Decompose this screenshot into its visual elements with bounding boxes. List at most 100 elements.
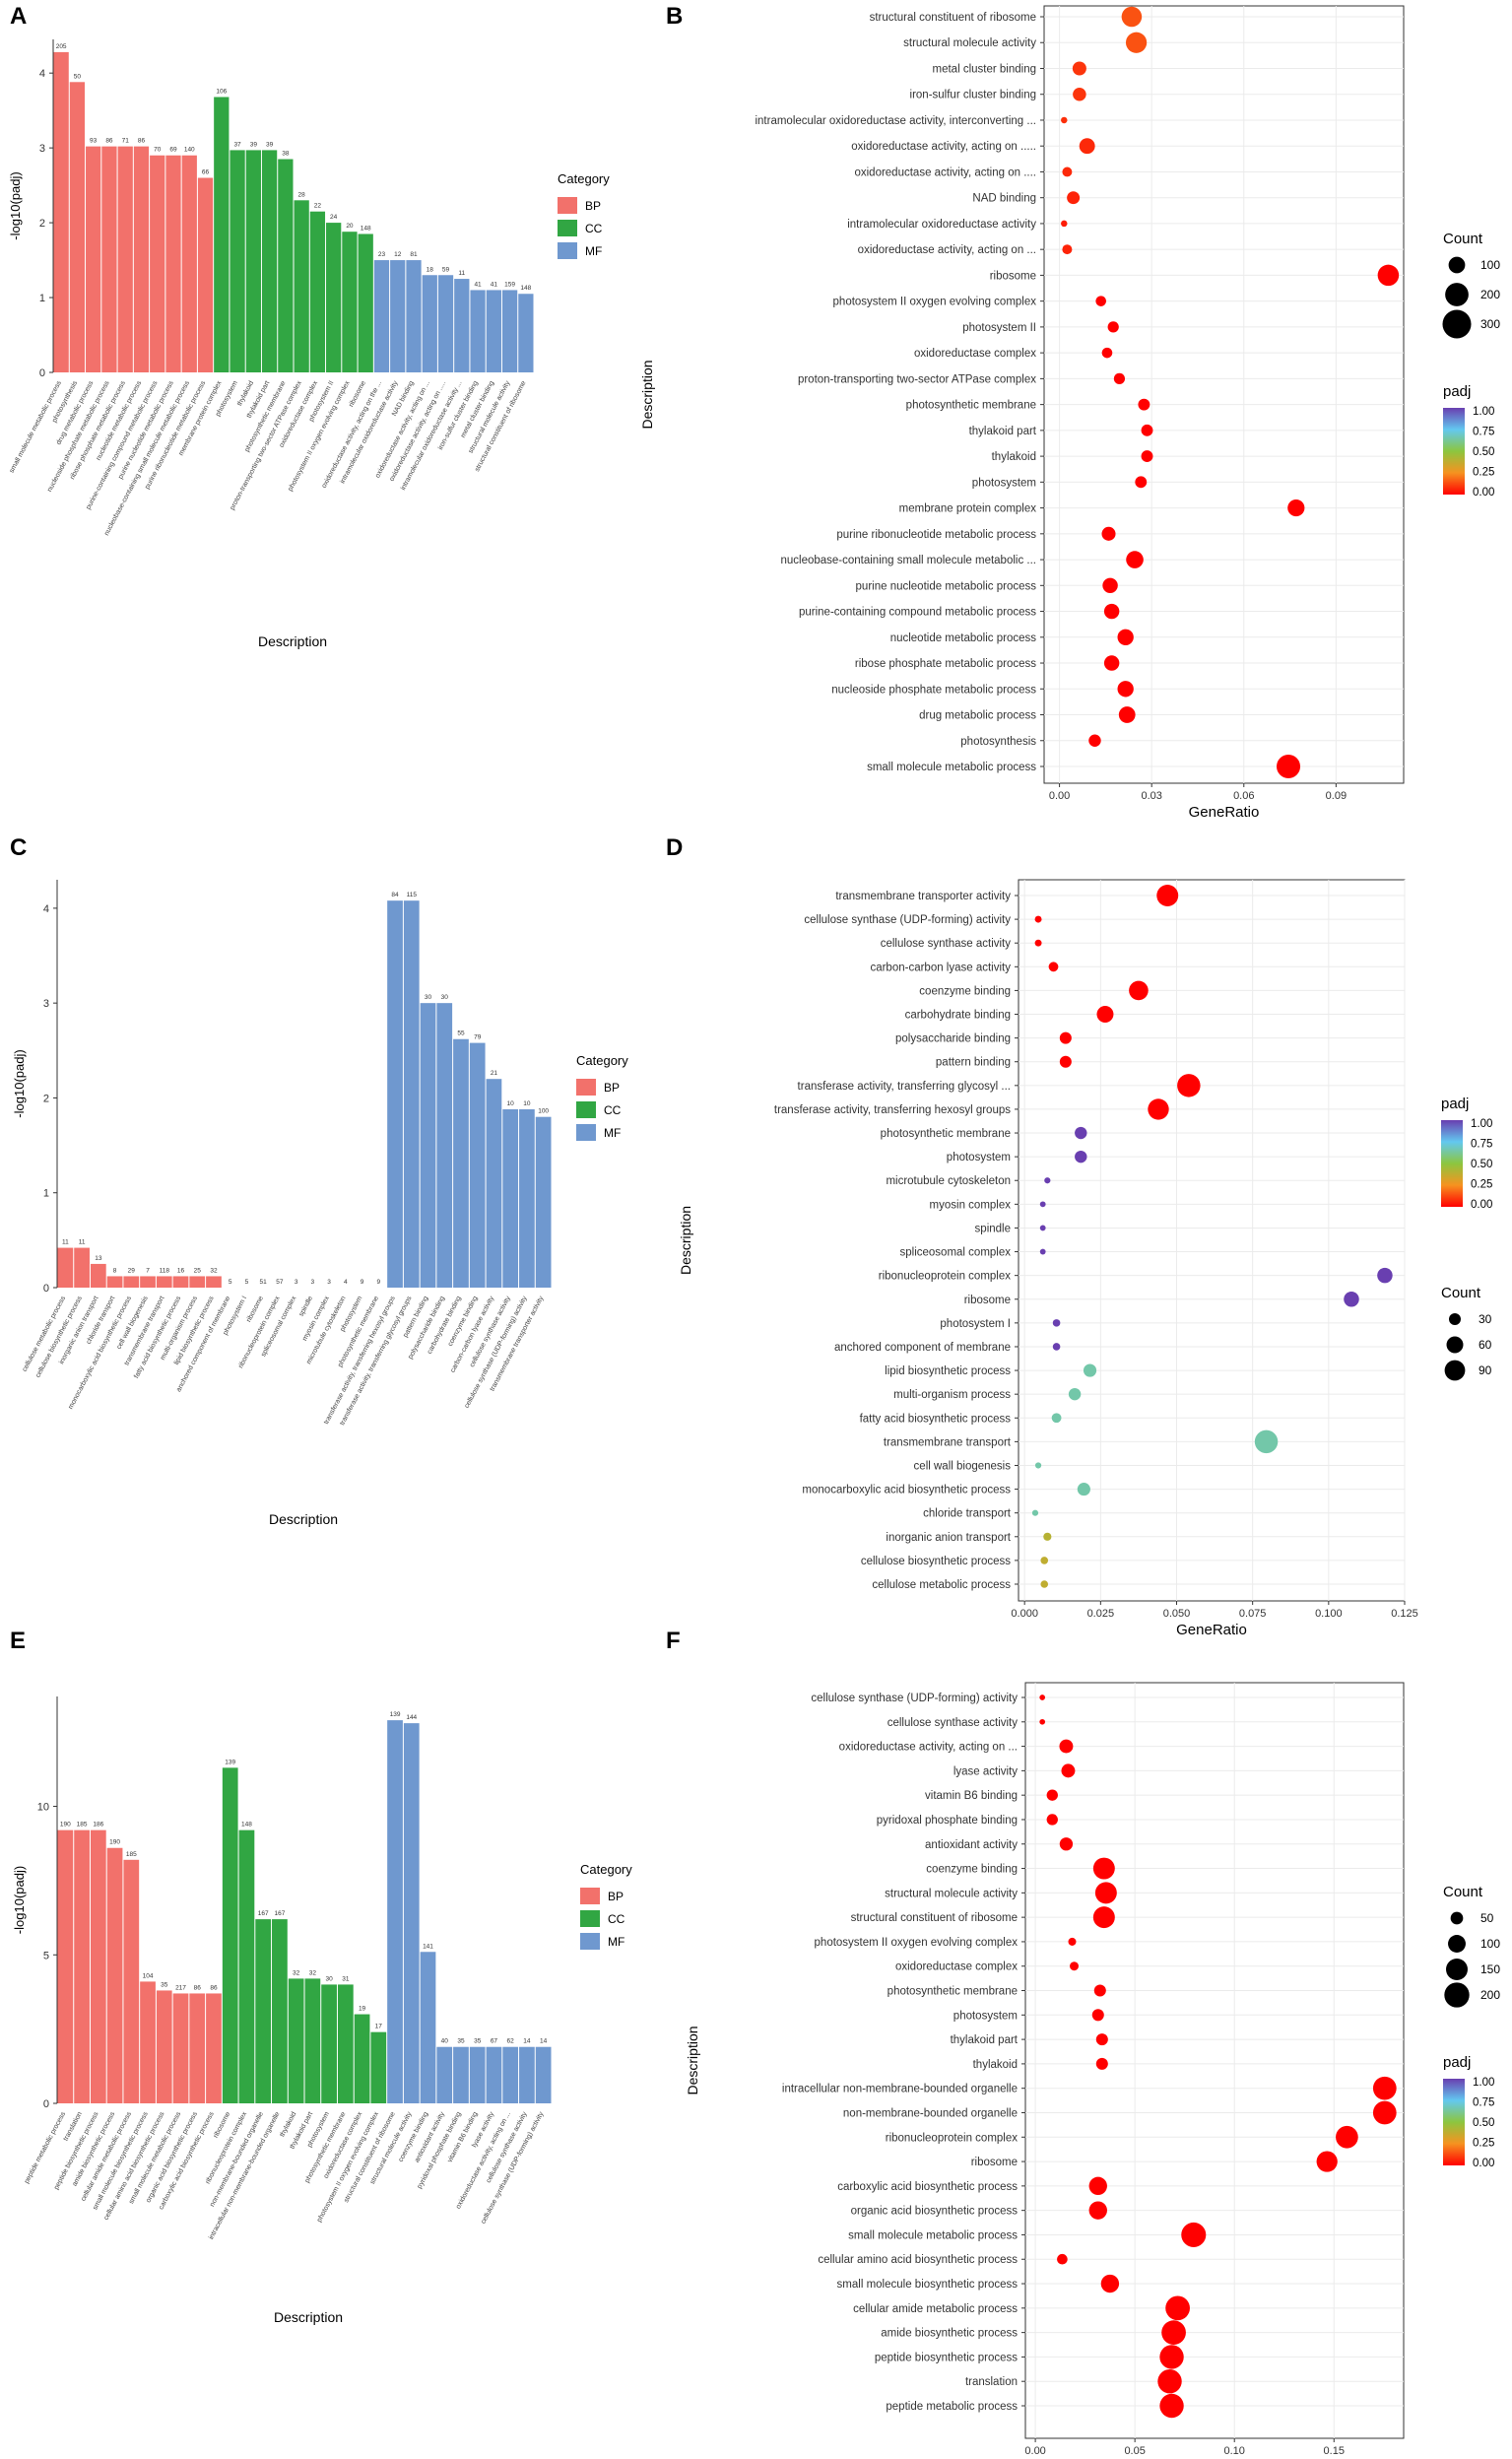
panel-b-dot — [1079, 138, 1095, 155]
panel-a-legend-title: Category — [558, 171, 610, 186]
panel-b-term-label: thylakoid — [992, 451, 1036, 463]
panel-f-dot — [1059, 1739, 1074, 1754]
panel-f-term-label: coenzyme binding — [926, 1864, 1018, 1876]
panel-b-count-legend-label: 100 — [1480, 258, 1500, 272]
panel-c-bar-value-label: 25 — [194, 1267, 202, 1274]
panel-c-bar — [436, 1003, 453, 1288]
panel-e-bar-value-label: 19 — [359, 2006, 366, 2013]
panel-e-bar — [156, 1990, 172, 2103]
panel-b-term-label: photosynthetic membrane — [906, 400, 1036, 412]
panel-e-bar-value-label: 32 — [293, 1969, 300, 1976]
panel-f-dot — [1181, 2222, 1207, 2247]
panel-d-x-tick-label: 0.125 — [1391, 1608, 1418, 1620]
panel-e-bar-value-label: 167 — [274, 1910, 285, 1917]
panel-e-bar — [140, 1981, 156, 2103]
panel-f-count-legend-label: 200 — [1480, 1988, 1500, 2002]
panel-f-count-legend-dot — [1448, 1935, 1466, 1953]
panel-c-bar-value-label: 21 — [491, 1070, 498, 1077]
panel-d-term-label: cellulose metabolic process — [872, 1579, 1011, 1591]
panel-e-bar-value-label: 62 — [507, 2038, 515, 2045]
panel-c-bar — [420, 1003, 436, 1288]
panel-d-dot — [1040, 1580, 1049, 1588]
panel-f-dot — [1068, 1937, 1077, 1946]
panel-f-count-legend-label: 50 — [1480, 1911, 1494, 1925]
panel-f-term-label: thylakoid part — [951, 2034, 1019, 2046]
panel-f-term-label: oxidoreductase activity, acting on ... — [839, 1742, 1018, 1754]
panel-b-dot — [1377, 264, 1400, 287]
panel-a-bar — [53, 51, 69, 373]
panel-c-legend-label-bp: BP — [604, 1081, 620, 1095]
panel-b-term-label: ribosome — [990, 270, 1036, 282]
panel-e-bar-value-label: 217 — [175, 1984, 186, 1991]
panel-e-bar — [255, 1919, 272, 2103]
panel-a-bar — [133, 146, 150, 372]
panel-b-term-label: purine nucleotide metabolic process — [856, 580, 1037, 592]
panel-a-bar-value-label: 20 — [346, 223, 354, 230]
panel-c-bar-value-label: 10 — [507, 1100, 515, 1107]
panel-d-term-label: inorganic anion transport — [886, 1532, 1011, 1544]
panel-d-x-tick-label: 0.025 — [1087, 1608, 1115, 1620]
panel-b-term-label: oxidoreductase activity, acting on ... — [858, 244, 1036, 256]
panel-f-dot — [1092, 1906, 1115, 1929]
panel-f-padj-legend-label: 0.75 — [1473, 2097, 1494, 2109]
panel-a-y-axis-title: -log10(padj) — [8, 171, 23, 239]
panel-c-bar-value-label: 3 — [295, 1279, 298, 1286]
panel-d-dot — [1059, 1055, 1072, 1068]
panel-a-bar-value-label: 70 — [154, 147, 162, 154]
panel-d-padj-legend-label: 0.25 — [1471, 1179, 1492, 1191]
panel-c-bar-value-label: 11 — [79, 1239, 86, 1246]
panel-a-bar-value-label: 41 — [474, 281, 482, 288]
panel-b-dot — [1073, 87, 1086, 101]
panel-f-dot — [1088, 2176, 1107, 2196]
panel-b-padj-legend-label: 0.25 — [1473, 467, 1494, 479]
panel-b-dot — [1101, 526, 1116, 541]
panel-d-count-legend-dot — [1449, 1313, 1461, 1325]
panel-e-bar — [453, 2046, 469, 2103]
panel-a-bar — [278, 159, 294, 372]
panel-f-term-label: small molecule biosynthetic process — [837, 2279, 1019, 2291]
panel-c-bar-value-label: 30 — [441, 994, 449, 1001]
panel-a-bar — [165, 155, 181, 372]
panel-f-term-label: structural molecule activity — [885, 1888, 1018, 1899]
panel-a-bar-value-label: 148 — [361, 225, 371, 232]
panel-a-bar — [150, 155, 165, 372]
panel-d-dot — [1039, 1225, 1046, 1231]
panel-a-bar-value-label: 86 — [105, 138, 113, 145]
panel-e-bar — [535, 2046, 552, 2103]
panel-a-bar — [390, 260, 406, 372]
panel-d-term-label: photosynthetic membrane — [881, 1128, 1011, 1140]
panel-d-dot — [1075, 1150, 1087, 1163]
panel-b-padj-legend-label: 0.00 — [1473, 487, 1494, 498]
panel-d-dot — [1039, 1248, 1046, 1255]
panel-d-padj-legend-label: 0.00 — [1471, 1199, 1492, 1211]
panel-a-bar — [294, 200, 309, 372]
panel-f-term-label: carboxylic acid biosynthetic process — [837, 2181, 1018, 2193]
panel-a-bar — [197, 177, 214, 372]
panel-f-x-tick-label: 0.15 — [1324, 2445, 1345, 2457]
panel-a-legend-swatch-cc — [558, 220, 577, 236]
panel-c-y-tick-label: 4 — [43, 903, 49, 915]
panel-e-bar — [272, 1919, 288, 2103]
panel-b-count-legend-dot — [1448, 256, 1466, 274]
panel-f-dot — [1094, 1882, 1117, 1904]
panel-e-bar-value-label: 86 — [210, 1984, 218, 1991]
panel-d-dot — [1156, 885, 1179, 906]
panel-c-x-tick-label: monocarboxylic acid biosynthetic process — [67, 1295, 133, 1410]
panel-a-legend-swatch-bp — [558, 197, 577, 214]
panel-c-bar — [123, 1276, 140, 1288]
panel-f-term-label: photosystem — [953, 2010, 1018, 2022]
panel-f-dot — [1046, 1814, 1058, 1826]
panel-a-bar-value-label: 39 — [266, 141, 274, 148]
panel-b-dot — [1121, 6, 1143, 28]
panel-a-bar-value-label: 148 — [520, 285, 531, 292]
panel-f-dot — [1100, 2274, 1120, 2293]
panel-e-bar-value-label: 148 — [241, 1822, 252, 1828]
panel-d-term-label: monocarboxylic acid biosynthetic process — [802, 1485, 1011, 1496]
panel-d-term-label: spliceosomal complex — [900, 1247, 1012, 1259]
panel-c-bar — [90, 1263, 106, 1288]
panel-f-term-label: lyase activity — [953, 1765, 1018, 1777]
panel-f-dot — [1159, 2345, 1184, 2369]
panel-label-c: C — [10, 834, 27, 861]
panel-d-padj-legend-title: padj — [1441, 1096, 1469, 1112]
panel-d-x-tick-label: 0.100 — [1315, 1608, 1343, 1620]
